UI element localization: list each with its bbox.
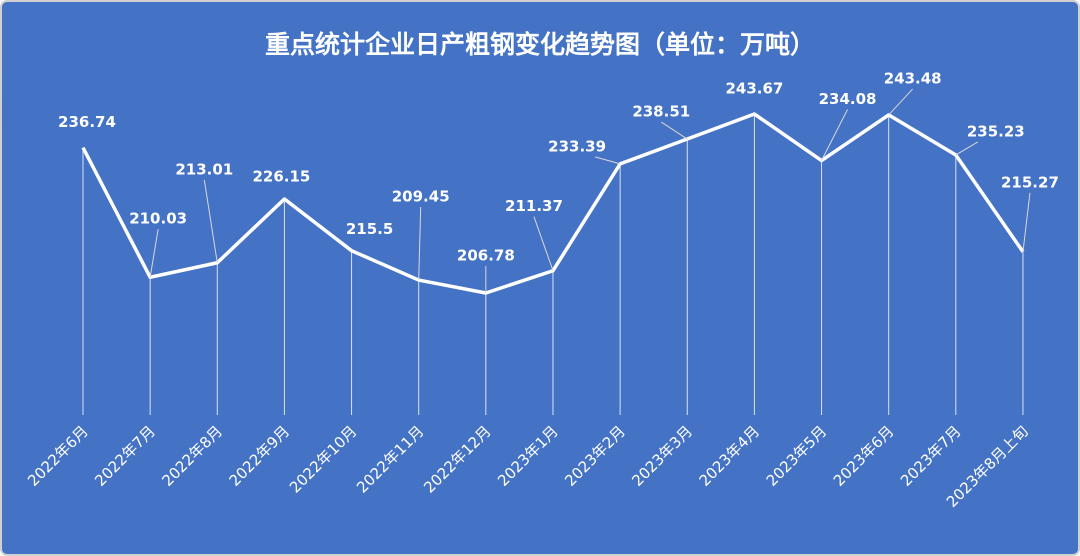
data-label: 238.51	[632, 103, 690, 121]
leader-line	[955, 141, 979, 156]
data-label: 210.03	[129, 210, 187, 228]
data-label: 236.74	[58, 113, 116, 131]
data-label: 213.01	[175, 160, 233, 178]
data-label: 209.45	[392, 188, 450, 206]
chart-title: 重点统计企业日产粗钢变化趋势图（单位：万吨）	[265, 30, 815, 59]
data-label: 215.27	[1001, 173, 1059, 191]
data-label: 234.08	[819, 90, 877, 108]
data-label: 235.23	[967, 122, 1025, 140]
data-label: 215.5	[346, 220, 393, 238]
leader-line	[533, 216, 554, 271]
leader-line	[203, 179, 218, 263]
leader-line	[149, 229, 159, 278]
data-label: 243.67	[725, 80, 783, 98]
leader-line	[660, 121, 688, 140]
data-label: 226.15	[252, 168, 310, 186]
data-label: 206.78	[457, 247, 515, 265]
leader-line	[418, 207, 422, 281]
data-label: 243.48	[884, 69, 942, 87]
leader-line	[594, 156, 621, 165]
data-label: 233.39	[548, 137, 606, 155]
data-label: 211.37	[505, 197, 563, 215]
leader-line	[1022, 192, 1031, 252]
leader-line	[888, 88, 914, 116]
leader-line	[821, 109, 848, 161]
